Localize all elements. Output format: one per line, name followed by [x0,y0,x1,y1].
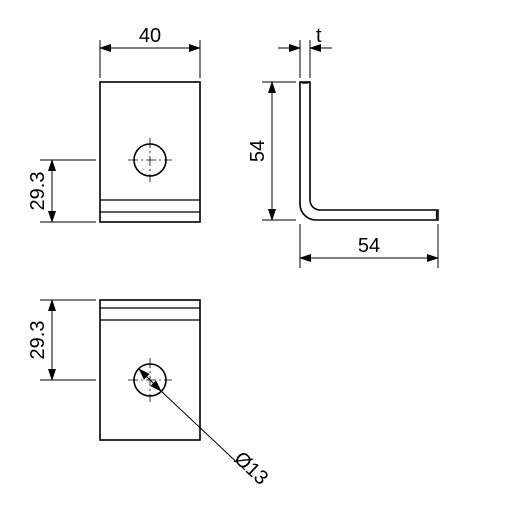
dim-left-lower-label: 29.3 [27,321,49,360]
dim-hole-dia-label: Ø13 [230,448,273,490]
dim-left-lower: 29.3 [27,300,96,380]
view-front-bottom [100,300,200,440]
dim-top-width: 40 [100,25,200,78]
dim-thickness: t [278,25,332,78]
view-front-top [100,82,200,222]
dim-side-vert-label: 54 [247,140,269,162]
dim-thickness-label: t [316,25,322,47]
dim-hole-dia: Ø13 [139,369,272,489]
dim-side-horiz-label: 54 [358,235,380,257]
dim-left-upper: 29.3 [27,160,96,222]
dim-left-upper-label: 29.3 [27,172,49,211]
dim-top-width-label: 40 [139,25,161,47]
dim-side-horiz: 54 [300,224,438,268]
view-side [300,82,438,220]
dim-side-vert: 54 [247,82,296,220]
